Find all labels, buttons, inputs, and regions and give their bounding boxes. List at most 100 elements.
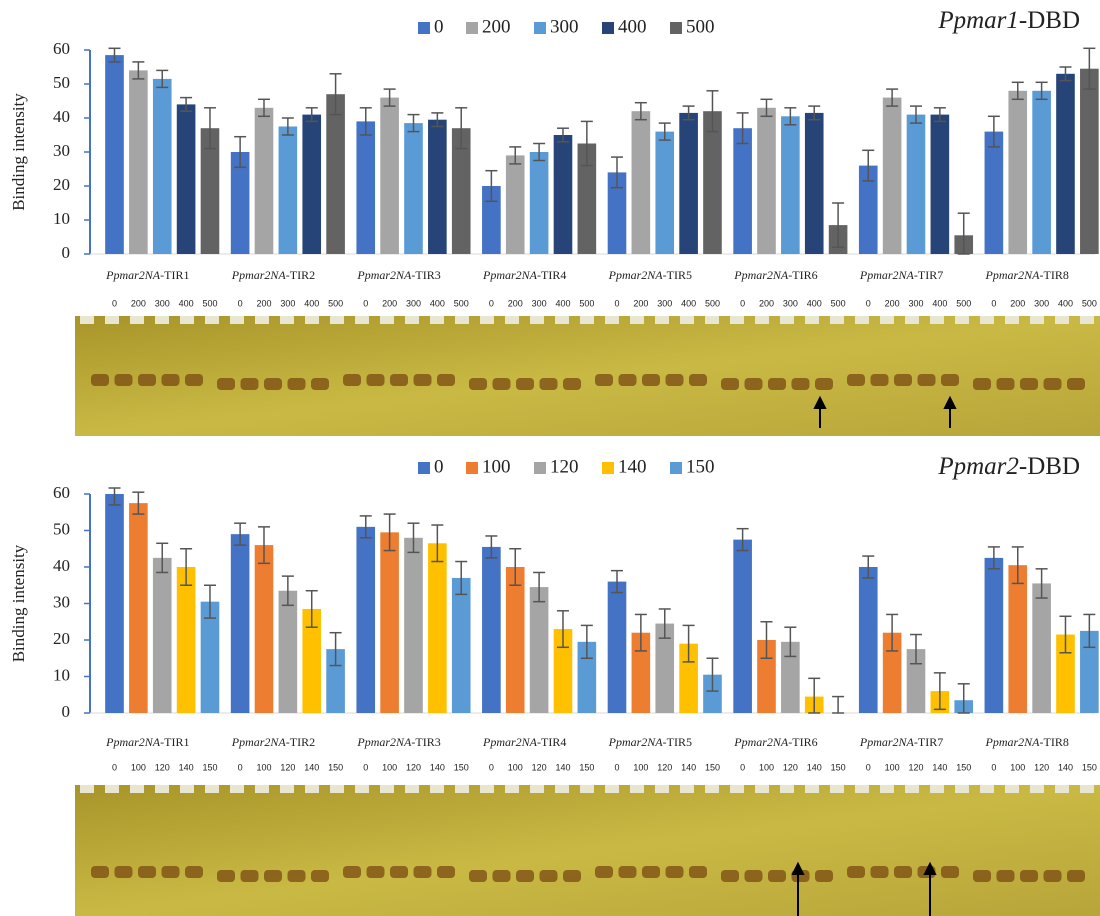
bar <box>428 543 447 713</box>
gel-band <box>973 378 991 390</box>
lane-label: 400 <box>304 298 319 308</box>
x-tick-label: Ppmar2NA-TIR1 <box>105 268 189 282</box>
legend-swatch <box>534 462 546 474</box>
gel-band <box>469 378 487 390</box>
bar <box>153 79 172 254</box>
y-tick-label: 20 <box>53 629 70 648</box>
gel-band <box>217 870 235 882</box>
gel-band <box>343 374 361 386</box>
bar <box>177 567 196 713</box>
gel-band <box>642 374 660 386</box>
gel-band <box>595 374 613 386</box>
gel-well <box>730 316 744 324</box>
lane-label: 100 <box>1010 762 1025 772</box>
gel-well <box>505 316 519 324</box>
gel-band <box>138 374 156 386</box>
gel-band <box>162 374 180 386</box>
bar <box>554 135 573 254</box>
gel-band <box>847 374 865 386</box>
y-tick-label: 0 <box>62 243 71 262</box>
y-axis-label: Binding intensity <box>9 544 28 662</box>
gel-well <box>855 316 869 324</box>
gel-band <box>563 870 581 882</box>
legend-swatch <box>418 462 430 474</box>
chart-title: Ppmar2-DBD <box>937 453 1080 480</box>
gel-band <box>516 378 534 390</box>
gel-well <box>1030 785 1044 793</box>
gel-band <box>241 378 259 390</box>
lane-label: 400 <box>179 298 194 308</box>
bar <box>1056 74 1075 254</box>
lane-label: 140 <box>681 762 696 772</box>
x-tick-label: Ppmar2NA-TIR3 <box>356 735 440 749</box>
gel-band <box>288 378 306 390</box>
gel-well <box>980 785 994 793</box>
gel-well <box>655 316 669 324</box>
gel-band <box>469 870 487 882</box>
gel-well <box>880 316 894 324</box>
gel-band <box>689 866 707 878</box>
gel-band <box>847 866 865 878</box>
gel-well <box>630 316 644 324</box>
gel-well <box>230 785 244 793</box>
lane-label: 500 <box>705 298 720 308</box>
gel-well <box>730 785 744 793</box>
bar <box>428 120 447 254</box>
bar <box>632 111 651 254</box>
gel-well <box>180 316 194 324</box>
gel-well <box>105 316 119 324</box>
gel-band <box>162 866 180 878</box>
bar <box>805 113 824 254</box>
gel-band <box>115 374 133 386</box>
gel-well <box>380 785 394 793</box>
gel-well <box>305 785 319 793</box>
lane-label: 0 <box>991 762 996 772</box>
bar <box>380 532 399 713</box>
gel-band <box>997 870 1015 882</box>
gel-band <box>792 378 810 390</box>
gel-well <box>930 785 944 793</box>
bar <box>105 55 124 254</box>
gel-band <box>264 378 282 390</box>
bar <box>931 115 950 254</box>
gel-band <box>367 866 385 878</box>
y-tick-label: 10 <box>53 665 70 684</box>
gel-band <box>414 374 432 386</box>
y-tick-label: 0 <box>62 702 71 721</box>
gel-band <box>689 374 707 386</box>
gel-band <box>437 866 455 878</box>
gel-well <box>355 785 369 793</box>
legend-swatch <box>602 22 614 34</box>
y-tick-label: 40 <box>53 556 70 575</box>
gel-well <box>555 316 569 324</box>
gel-well <box>580 785 594 793</box>
gel-well <box>905 316 919 324</box>
gel-band <box>390 374 408 386</box>
gel-well <box>505 785 519 793</box>
lane-label: 500 <box>1082 298 1097 308</box>
legend-label: 150 <box>686 456 715 477</box>
bar <box>859 567 878 713</box>
lane-label: 200 <box>256 298 271 308</box>
lane-label: 0 <box>112 762 117 772</box>
legend-swatch <box>418 22 430 34</box>
gel-band <box>390 866 408 878</box>
lane-label: 200 <box>131 298 146 308</box>
y-tick-label: 50 <box>53 519 70 538</box>
lane-label: 150 <box>831 762 846 772</box>
gel-well <box>205 316 219 324</box>
legend-label: 0 <box>434 16 444 37</box>
y-tick-label: 10 <box>53 209 70 228</box>
lane-label: 120 <box>280 762 295 772</box>
gel-band <box>1067 870 1085 882</box>
gel-well <box>930 316 944 324</box>
bar <box>757 108 776 254</box>
lane-label: 0 <box>614 298 619 308</box>
lane-label: 200 <box>508 298 523 308</box>
lane-label: 200 <box>759 298 774 308</box>
gel-well <box>405 316 419 324</box>
bar <box>679 113 698 254</box>
bar <box>883 98 902 254</box>
bar <box>655 132 674 254</box>
lane-label: 300 <box>783 298 798 308</box>
